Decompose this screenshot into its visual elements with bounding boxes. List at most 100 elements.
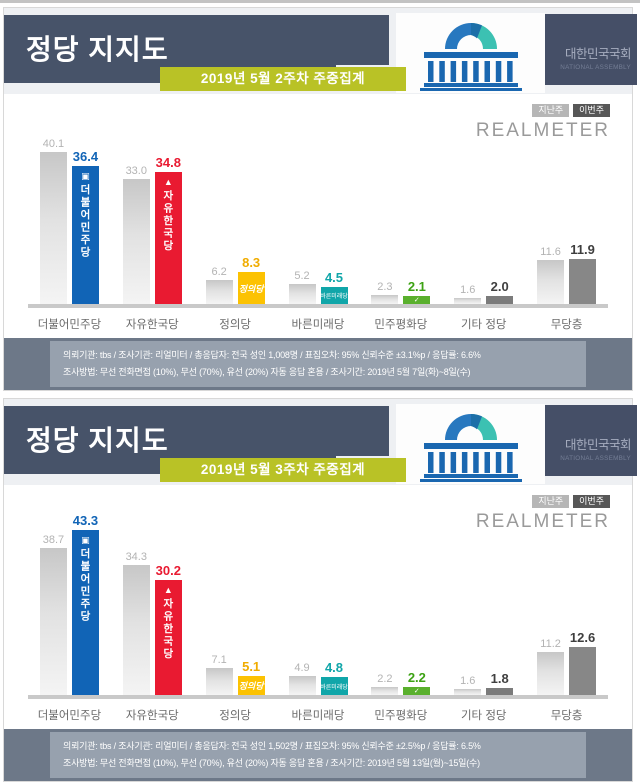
prev-value-label: 38.7 (42, 534, 65, 546)
survey-footer: 의뢰기관: tbs / 조사기관: 리얼미터 / 총응답자: 전국 성인 1,0… (4, 338, 632, 390)
prev-value-label: 6.2 (211, 266, 227, 278)
bar-group-pyeonghwa: 2.3 2.1 ✓ (359, 279, 442, 304)
prev-value-label: 4.9 (294, 662, 310, 674)
poll-panel-week2: 정당 지지도 2019년 5월 2주차 주중집계 대한민국국회 (3, 7, 637, 391)
bar-group-gita: 1.6 1.8 (442, 671, 525, 695)
page-title: 정당 지지도 (26, 425, 169, 456)
prev-bar (371, 295, 399, 304)
national-assembly-building-icon (396, 13, 545, 93)
curr-value-label: 5.1 (242, 659, 261, 674)
prev-bar (205, 668, 233, 695)
curr-bar (486, 296, 514, 304)
prev-value-label: 33.0 (125, 165, 147, 177)
assembly-name-en: NATIONAL ASSEMBLY (560, 63, 631, 71)
survey-info-line2: 조사방법: 무선 전화면접 (10%), 무선 (70%), 유선 (20%) … (63, 758, 480, 768)
party-bar-label: 정의당 (238, 283, 264, 294)
legend-this-week: 이번주 (573, 104, 610, 117)
x-label: 민주평화당 (374, 319, 428, 331)
prev-bar (454, 298, 482, 304)
curr-value-label: 36.4 (72, 149, 99, 164)
x-label: 더불어민주당 (37, 319, 102, 331)
prev-value-label: 1.6 (460, 284, 476, 296)
prev-bar (39, 152, 67, 304)
legend-last-week: 지난주 (532, 495, 570, 508)
party-bar-label: 더불어민주당 (78, 548, 91, 623)
party-logo-icon: ▲ (163, 585, 173, 595)
curr-bar: ✓ (403, 687, 431, 695)
x-label: 바른미래당 (291, 319, 345, 331)
curr-bar: 바른미래당 (320, 287, 348, 304)
bar-groups: 40.1 36.4 ▣ 더불어민주당 33.0 34.8 ▲ 자유한국당 6.2 (28, 138, 608, 304)
x-label: 무당층 (550, 319, 583, 331)
party-logo-icon: ▣ (81, 171, 90, 181)
prev-value-label: 2.3 (377, 281, 393, 293)
panel-header: 정당 지지도 2019년 5월 2주차 주중집계 대한민국국회 (4, 8, 637, 94)
curr-value-label: 1.8 (490, 671, 509, 686)
survey-footer: 의뢰기관: tbs / 조사기관: 리얼미터 / 총응답자: 전국 성인 1,5… (4, 729, 632, 781)
window-top-edge (0, 0, 640, 3)
x-axis-line (28, 695, 608, 699)
legend-this-week: 이번주 (573, 495, 610, 508)
prev-bar (122, 565, 150, 695)
panel-header: 정당 지지도 2019년 5월 3주차 주중집계 대한민국국회 (4, 399, 637, 485)
party-bar-label: 자유한국당 (161, 190, 174, 253)
prev-value-label: 34.3 (125, 551, 147, 563)
prev-value-label: 2.2 (377, 673, 393, 685)
assembly-name-kr: 대한민국국회 (564, 46, 632, 61)
legend-badges: 지난주 이번주 (476, 104, 610, 117)
legend: 지난주 이번주 REALMETER (476, 495, 610, 533)
curr-value-label: 12.6 (569, 630, 596, 645)
x-label: 정의당 (219, 319, 252, 331)
curr-bar: ▣ 더불어민주당 (71, 166, 99, 304)
survey-info-line2: 조사방법: 무선 전화면접 (10%), 무선 (70%), 유선 (20%) … (63, 367, 471, 377)
curr-bar (569, 647, 597, 695)
survey-footer-inner: 의뢰기관: tbs / 조사기관: 리얼미터 / 총응답자: 전국 성인 1,0… (50, 341, 586, 387)
curr-bar: ▲ 자유한국당 (154, 172, 182, 304)
assembly-name-en: NATIONAL ASSEMBLY (560, 454, 631, 462)
bar-group-bareun: 4.9 4.8 바른미래당 (277, 660, 360, 695)
prev-bar (122, 179, 150, 304)
poll-panel-week3: 정당 지지도 2019년 5월 3주차 주중집계 대한민국국회 (3, 398, 637, 782)
legend-badges: 지난주 이번주 (476, 495, 610, 508)
curr-bar: ▲ 자유한국당 (154, 580, 182, 695)
party-bar-label: 바른미래당 (320, 294, 348, 300)
bar-group-jeongui: 6.2 8.3 정의당 (194, 255, 277, 304)
survey-info-line1: 의뢰기관: tbs / 조사기관: 리얼미터 / 총응답자: 전국 성인 1,0… (63, 349, 481, 360)
curr-value-label: 8.3 (242, 255, 261, 270)
assembly-name-box: 대한민국국회 NATIONAL ASSEMBLY (545, 405, 637, 476)
x-label: 자유한국당 (125, 319, 179, 331)
party-bar-label: ✓ (413, 297, 420, 304)
title-band (4, 15, 389, 65)
prev-bar (537, 260, 565, 304)
party-bar-label: 더불어민주당 (78, 184, 91, 259)
curr-value-label: 4.5 (324, 270, 344, 285)
prev-bar (371, 687, 399, 695)
prev-bar (205, 280, 233, 304)
prev-value-label: 1.6 (460, 675, 476, 687)
curr-value-label: 2.2 (407, 670, 426, 685)
assembly-name-box: 대한민국국회 NATIONAL ASSEMBLY (545, 14, 637, 85)
bar-groups: 38.7 43.3 ▣ 더불어민주당 34.3 30.2 ▲ 자유한국당 7.1 (28, 513, 608, 695)
x-axis-line (28, 304, 608, 308)
curr-bar (569, 259, 597, 304)
prev-value-label: 7.1 (211, 654, 227, 666)
party-bar-label: 자유한국당 (161, 598, 174, 661)
prev-value-label: 11.6 (540, 246, 561, 258)
curr-value-label: 2.1 (407, 279, 426, 294)
party-bar-label: 바른미래당 (320, 684, 348, 691)
x-label: 더불어민주당 (37, 710, 102, 722)
prev-bar (454, 689, 482, 695)
x-axis-labels: 더불어민주당 자유한국당 정의당 바른미래당 민주평화당 기타 정당 무당층 (28, 316, 608, 332)
prev-bar (537, 652, 565, 695)
x-label: 기타 정당 (460, 710, 507, 722)
x-label: 무당층 (550, 710, 583, 722)
prev-bar (288, 284, 316, 304)
curr-value-label: 34.8 (155, 155, 181, 170)
chart-area: 지난주 이번주 REALMETER 40.1 36.4 ▣ 더불어민주당 33.… (4, 94, 632, 338)
prev-value-label: 40.1 (42, 138, 65, 150)
prev-bar (39, 548, 67, 695)
party-logo-icon: ▣ (81, 535, 90, 545)
assembly-name-kr: 대한민국국회 (564, 437, 632, 452)
survey-footer-inner: 의뢰기관: tbs / 조사기관: 리얼미터 / 총응답자: 전국 성인 1,5… (50, 732, 586, 778)
curr-value-label: 43.3 (72, 513, 99, 528)
